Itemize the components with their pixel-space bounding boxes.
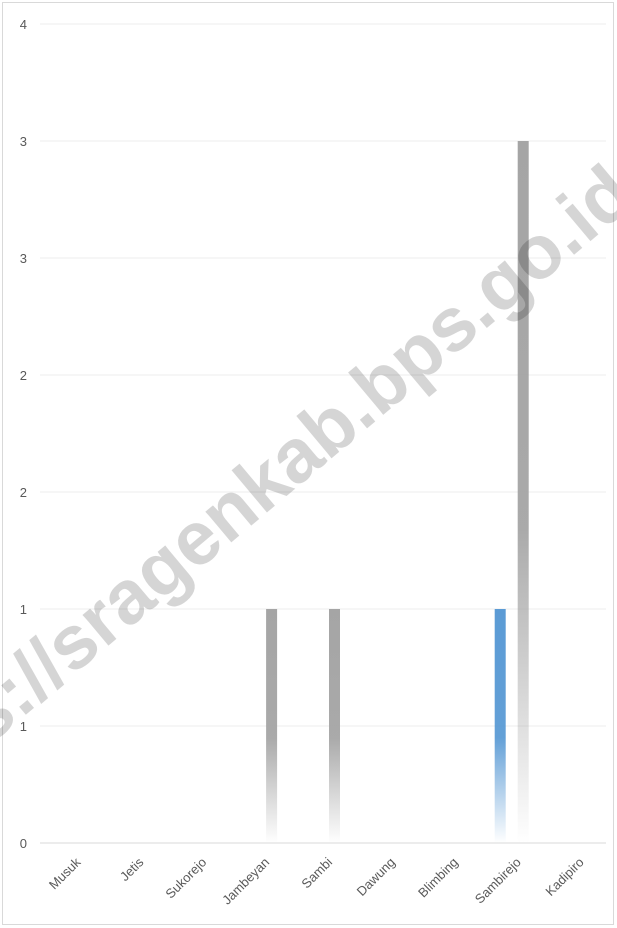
x-tick-label: Jetis (117, 854, 147, 884)
y-tick-label: 2 (20, 485, 27, 500)
y-tick-label: 1 (20, 719, 27, 734)
x-axis: Musuk Jetis Sukorejo Jambeyan Sambi Dawung Bli… (46, 854, 587, 907)
gridlines (40, 23, 606, 844)
x-tick-label: Kadipiro (542, 855, 586, 899)
bar (494, 609, 506, 843)
x-tick-label: Musuk (46, 854, 84, 892)
y-tick-label: 3 (20, 134, 27, 149)
x-tick-label: Dawung (354, 855, 398, 899)
y-tick-label: 1 (20, 602, 27, 617)
x-tick-label: Sukorejo (162, 855, 209, 902)
bar (329, 609, 340, 843)
bar (517, 141, 529, 843)
x-tick-label: Blimbing (415, 855, 461, 901)
bars (266, 141, 529, 843)
y-tick-label: 2 (20, 368, 27, 383)
bar (266, 609, 278, 843)
y-tick-label: 0 (20, 836, 27, 851)
x-tick-label: Jambeyan (219, 855, 272, 908)
x-tick-label: Sambirejo (472, 855, 524, 907)
x-tick-label: Sambi (298, 854, 335, 891)
y-axis: 0 1 1 2 2 3 3 4 (20, 17, 27, 851)
y-tick-label: 3 (20, 251, 27, 266)
y-tick-label: 4 (20, 17, 27, 32)
